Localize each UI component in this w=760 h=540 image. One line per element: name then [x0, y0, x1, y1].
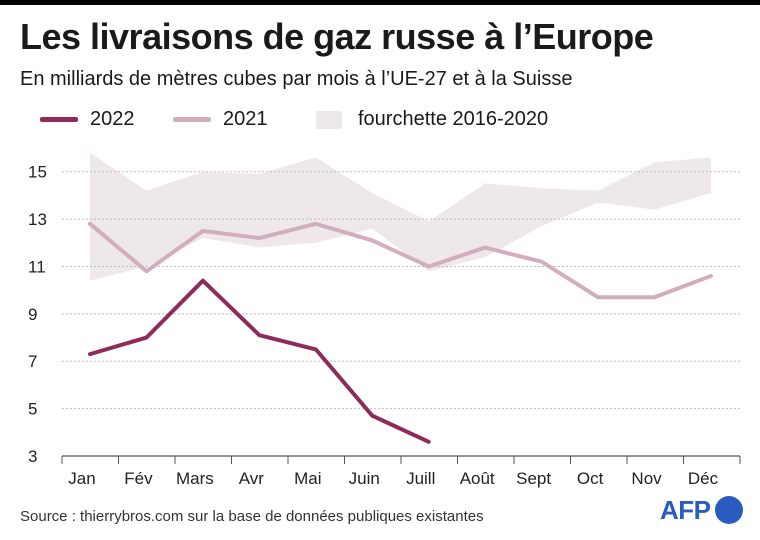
legend-item-band: fourchette 2016-2020 [316, 108, 548, 131]
x-tick-label: Déc [688, 469, 719, 488]
x-tick-label: Mai [294, 469, 321, 488]
source-note: Source : thierrybros.com sur la base de … [20, 508, 484, 525]
top-rule [0, 0, 760, 5]
x-tick-label: Juin [349, 469, 380, 488]
legend-label-2021: 2021 [223, 108, 268, 130]
band-2016-2020 [90, 152, 711, 281]
y-tick-label: 3 [28, 447, 37, 466]
line-chart: 3 5 7 9 11 13 15 Jan Fév Mars Avr Mai Juin Juill Août… [28, 152, 741, 488]
series-line-2021 [88, 221, 713, 300]
legend-item-2021: 2021 [173, 108, 268, 131]
afp-logo: AFP [660, 494, 743, 526]
y-tick-label: 13 [28, 210, 47, 229]
legend-label-2022: 2022 [90, 108, 135, 130]
x-tick-label: Nov [631, 469, 662, 488]
x-tick-label: Avr [239, 469, 265, 488]
y-tick-label: 5 [28, 400, 37, 419]
x-tick-label: Juill [406, 469, 435, 488]
legend-swatch-2022 [40, 117, 78, 122]
y-tick-label: 9 [28, 305, 37, 324]
x-tick-label: Mars [176, 469, 214, 488]
afp-logo-dot [714, 496, 743, 524]
x-tick-label: Jan [68, 469, 95, 488]
chart-subtitle: En milliards de mètres cubes par mois à … [20, 68, 573, 90]
chart-title: Les livraisons de gaz russe à l’Europe [20, 16, 654, 57]
x-tick-label: Août [460, 469, 495, 488]
series-line-2022 [88, 278, 431, 444]
legend-item-2022: 2022 [40, 108, 135, 131]
x-tick-label: Fév [124, 469, 153, 488]
y-tick-label: 11 [28, 257, 46, 276]
x-tick-label: Sept [516, 469, 551, 488]
legend-swatch-2021 [173, 117, 211, 122]
legend-swatch-band [316, 110, 342, 129]
legend-label-band: fourchette 2016-2020 [358, 108, 549, 130]
y-tick-label: 15 [28, 163, 47, 182]
x-tick-label: Oct [577, 469, 604, 488]
y-tick-label: 7 [28, 352, 37, 371]
